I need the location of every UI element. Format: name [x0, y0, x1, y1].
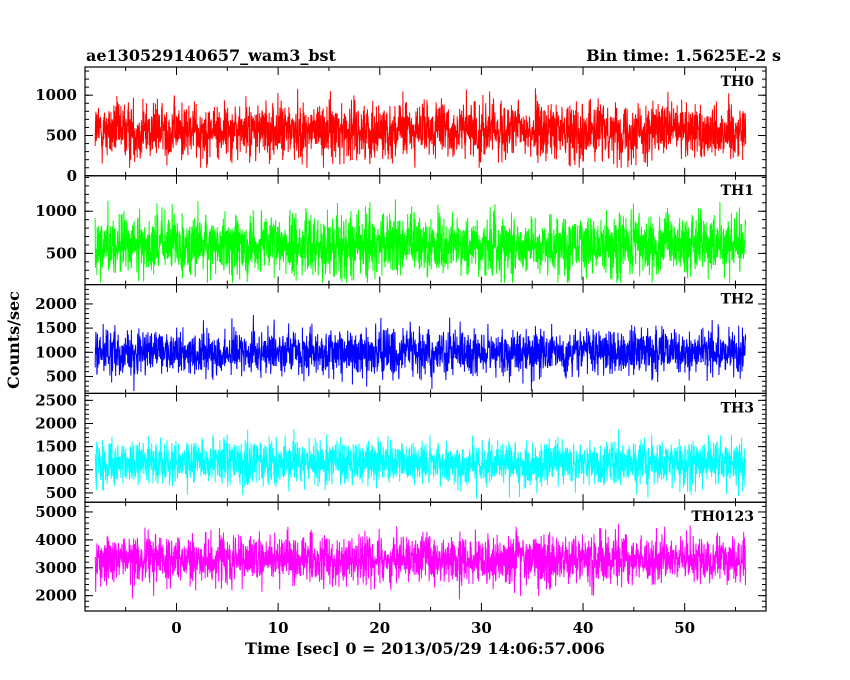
y-tick-label: 3000 [35, 559, 77, 577]
y-tick-label: 500 [46, 244, 77, 262]
y-tick-label: 2000 [35, 587, 77, 605]
series-label-th2: TH2 [721, 292, 754, 308]
y-tick-label: 500 [46, 484, 77, 502]
chart-title: ae130529140657_wam3_bst [86, 46, 337, 65]
panel-th0: 0 500 1000 TH0 [35, 66, 767, 185]
panel-th2: 500 1000 1500 2000 TH2 [35, 284, 767, 395]
panel-th0123: 2000 3000 4000 5000 TH0123 [35, 501, 767, 612]
series-line-th1 [94, 199, 747, 283]
x-axis-label: Time [sec] 0 = 2013/05/29 14:06:57.006 [245, 639, 605, 658]
series-line-th3 [94, 429, 747, 499]
bin-time-label: Bin time: 1.5625E-2 s [586, 46, 781, 65]
y-tick-label: 1000 [35, 343, 77, 361]
y-tick-label: 4000 [35, 531, 77, 549]
y-tick-label: 500 [46, 127, 77, 145]
x-tick-label: 10 [268, 619, 289, 637]
y-tick-label: 2000 [35, 414, 77, 432]
x-tick-label: 40 [573, 619, 594, 637]
panel-th3: 500 1000 1500 2000 2500 TH3 [35, 391, 767, 503]
x-tick-label: 50 [674, 619, 695, 637]
x-tick-label: 20 [369, 619, 390, 637]
x-tick-label: 0 [171, 619, 181, 637]
series-label-th0123: TH0123 [691, 509, 754, 525]
series-line-th2 [94, 314, 747, 391]
x-tick-label: 30 [471, 619, 492, 637]
y-tick-label: 0 [67, 167, 77, 185]
y-tick-label: 5000 [35, 503, 77, 521]
y-tick-label: 2500 [35, 391, 77, 409]
series-label-th1: TH1 [721, 183, 754, 199]
panel-th1: 500 1000 TH1 [35, 175, 767, 286]
y-tick-label: 1000 [35, 202, 77, 220]
y-tick-label: 1000 [35, 461, 77, 479]
y-tick-label: 500 [46, 367, 77, 385]
y-tick-label: 2000 [35, 295, 77, 313]
series-line-th0 [94, 88, 747, 168]
x-axis-ticks: 0 10 20 30 40 50 [171, 619, 695, 637]
y-tick-label: 1500 [35, 438, 77, 456]
y-tick-label: 1000 [35, 86, 77, 104]
series-label-th3: TH3 [721, 400, 754, 416]
y-tick-label: 1500 [35, 319, 77, 337]
series-label-th0: TH0 [721, 74, 755, 90]
series-line-th0123 [94, 523, 747, 600]
y-axis-label: Counts/sec [4, 291, 23, 389]
